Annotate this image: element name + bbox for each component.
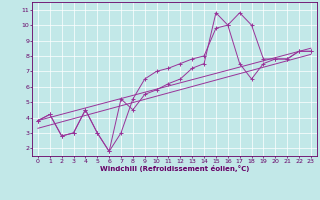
X-axis label: Windchill (Refroidissement éolien,°C): Windchill (Refroidissement éolien,°C) bbox=[100, 165, 249, 172]
